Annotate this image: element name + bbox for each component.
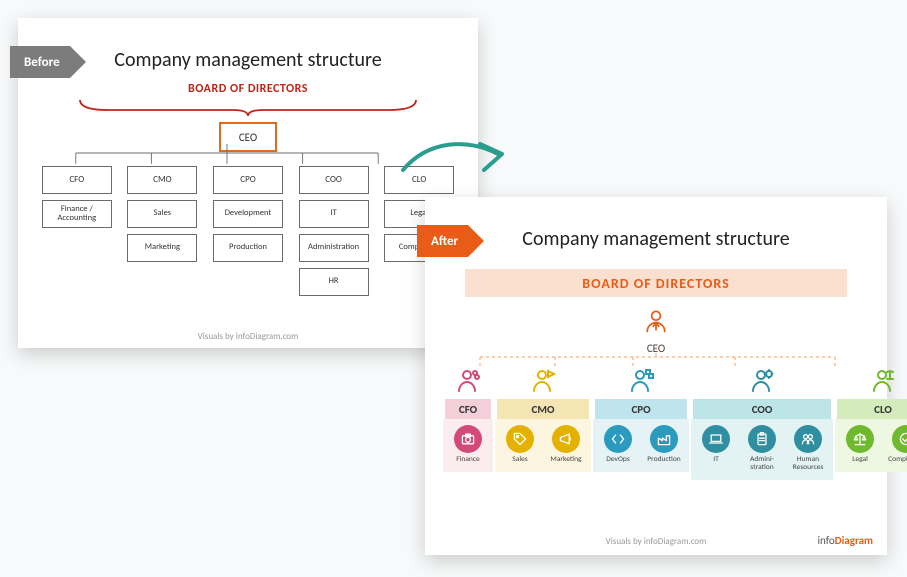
- exec-bar: CMO: [497, 399, 589, 419]
- dept-label: Compliance: [888, 456, 907, 464]
- dept-group: IT Admini- strationHuman Resources: [691, 419, 833, 480]
- exec-bar: CPO: [595, 399, 687, 419]
- after-card: After Company management structure BOARD…: [425, 197, 887, 555]
- comparison-stage: Before Company management structure BOAR…: [0, 0, 907, 577]
- after-column: CLO Legal Compliance: [837, 365, 907, 480]
- dept: IT: [695, 425, 737, 472]
- laptop-icon: [702, 425, 730, 453]
- dept: Compliance: [885, 425, 907, 464]
- before-card: Before Company management structure BOAR…: [18, 18, 478, 348]
- exec-bar: COO: [693, 399, 831, 419]
- clipboard-icon: [748, 425, 776, 453]
- after-ceo: CEO: [642, 307, 670, 355]
- dept-group: Finance: [443, 419, 493, 472]
- people-icon: [794, 425, 822, 453]
- exec-icon: [530, 365, 556, 395]
- exec-bar: CLO: [837, 399, 907, 419]
- dept-label: Production: [647, 456, 680, 464]
- dept: Finance: [447, 425, 489, 464]
- logo-part1: info: [818, 534, 835, 547]
- after-column: CPO DevOps Production: [595, 365, 687, 480]
- dept-label: Human Resources: [787, 456, 829, 472]
- before-credit: Visuals by infoDiagram.com: [18, 331, 478, 342]
- dept: DevOps: [597, 425, 639, 464]
- dept-group: Legal Compliance: [835, 419, 907, 472]
- dept: Legal: [839, 425, 881, 464]
- after-column: CMO Sales Marketing: [497, 365, 589, 480]
- dept: Marketing: [545, 425, 587, 464]
- camera-icon: [454, 425, 482, 453]
- before-board-label: BOARD OF DIRECTORS: [18, 82, 478, 96]
- exec-bar: CFO: [445, 399, 491, 419]
- after-column: COO IT Admini- strationHuman Resources: [693, 365, 831, 480]
- check-icon: [892, 425, 907, 453]
- after-title: Company management structure: [425, 227, 887, 251]
- tag-icon: [506, 425, 534, 453]
- exec-icon: [870, 365, 896, 395]
- ceo-icon: [642, 307, 670, 335]
- exec-icon: [455, 365, 481, 395]
- before-tree: CFOFinance / AccountingCMOSalesMarketing…: [38, 144, 458, 324]
- infodiagram-logo: infoDiagram: [818, 534, 874, 547]
- before-ceo-label: CEO: [239, 131, 257, 144]
- after-board-label: BOARD OF DIRECTORS: [582, 275, 729, 292]
- exec-icon: [749, 365, 775, 395]
- dept-label: Legal: [852, 456, 868, 464]
- after-column: CFO Finance: [445, 365, 491, 480]
- dept: Admini- stration: [741, 425, 783, 472]
- dept-group: DevOps Production: [593, 419, 689, 472]
- before-title: Company management structure: [18, 48, 478, 72]
- dept-group: Sales Marketing: [495, 419, 591, 472]
- dept: Sales: [499, 425, 541, 464]
- scales-icon: [846, 425, 874, 453]
- dept: Human Resources: [787, 425, 829, 472]
- exec-icon: [628, 365, 654, 395]
- dept-label: IT: [713, 456, 719, 464]
- curly-brace: [78, 98, 418, 116]
- dept-label: Sales: [512, 456, 527, 464]
- megaphone-icon: [552, 425, 580, 453]
- before-connectors: [38, 144, 416, 324]
- code-icon: [604, 425, 632, 453]
- logo-part2: Diagram: [835, 534, 873, 547]
- after-ceo-label: CEO: [642, 342, 670, 355]
- factory-icon: [650, 425, 678, 453]
- dept-label: DevOps: [606, 456, 630, 464]
- after-columns: CFO Finance CMO Sales Marketing CPO DevOps Pr…: [445, 365, 867, 480]
- dept-label: Admini- stration: [741, 456, 783, 472]
- dept-label: Marketing: [550, 456, 581, 464]
- dept: Production: [643, 425, 685, 464]
- after-board-bar: BOARD OF DIRECTORS: [465, 269, 847, 297]
- dept-label: Finance: [456, 456, 480, 464]
